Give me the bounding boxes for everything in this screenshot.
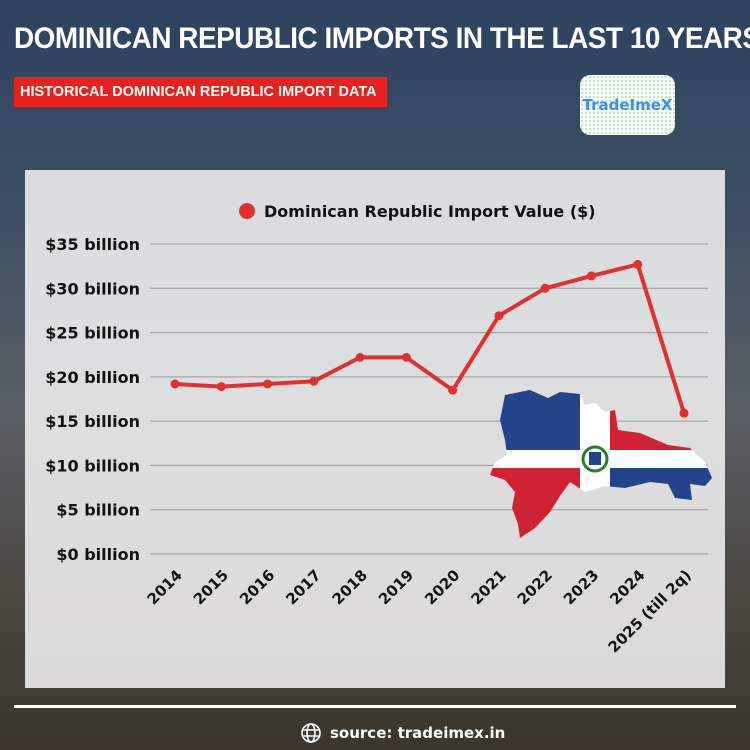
x-tick-label: 2022 <box>514 566 556 608</box>
x-tick-label: 2014 <box>144 566 186 608</box>
y-tick-label: $25 billion <box>45 324 140 343</box>
y-tick-label: $30 billion <box>45 279 140 298</box>
footer-divider <box>14 705 736 708</box>
data-point <box>633 259 643 269</box>
y-tick-label: $20 billion <box>45 368 140 387</box>
x-tick-label: 2016 <box>236 566 278 608</box>
x-tick-label: 2023 <box>560 566 602 608</box>
x-tick-label: 2021 <box>467 566 509 608</box>
globe-icon <box>301 723 321 743</box>
data-point <box>401 352 411 362</box>
page-title: DOMINICAN REPUBLIC IMPORTS IN THE LAST 1… <box>14 22 750 55</box>
source-text: source: tradeimex.in <box>330 724 506 742</box>
x-tick-label: 2018 <box>329 566 371 608</box>
tradeimex-logo: TradeImeX <box>580 75 675 135</box>
data-point <box>309 376 319 386</box>
y-tick-label: $35 billion <box>45 235 140 254</box>
y-tick-label: $10 billion <box>45 456 140 475</box>
x-tick-label: 2015 <box>190 566 232 608</box>
page-subtitle: HISTORICAL DOMINICAN REPUBLIC IMPORT DAT… <box>14 77 387 107</box>
legend-marker <box>239 203 255 219</box>
series-line <box>174 262 686 414</box>
x-tick-label: 2019 <box>375 566 417 608</box>
x-tick-label: 2017 <box>282 566 324 608</box>
dominican-republic-flag-map <box>490 390 712 538</box>
x-tick-label: 2020 <box>421 566 463 608</box>
legend-label: Dominican Republic Import Value ($) <box>264 202 596 221</box>
x-tick-label: 2024 <box>606 566 648 608</box>
x-tick-label: 2025 (till 2q) <box>605 566 695 656</box>
data-point <box>540 283 550 293</box>
source-credit: source: tradeimex.in <box>300 722 505 744</box>
y-tick-label: $15 billion <box>45 412 140 431</box>
data-point <box>216 382 226 392</box>
logo-text: TradeImeX <box>582 96 673 114</box>
data-point <box>494 311 504 321</box>
data-point <box>170 379 180 389</box>
data-point <box>586 271 596 281</box>
data-point <box>355 352 365 362</box>
y-tick-label: $5 billion <box>56 501 140 520</box>
data-point <box>263 379 273 389</box>
data-point <box>448 385 458 395</box>
y-tick-label: $0 billion <box>56 545 140 564</box>
data-point <box>679 408 689 418</box>
